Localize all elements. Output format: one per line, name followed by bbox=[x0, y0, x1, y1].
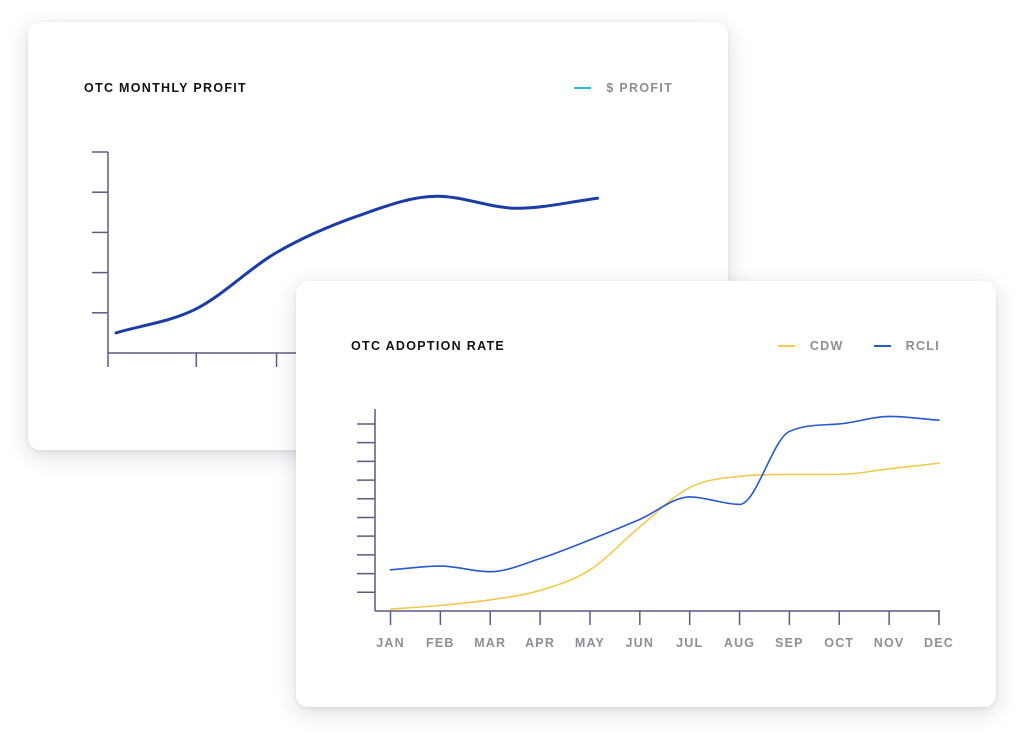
x-tick-label: MAR bbox=[474, 636, 506, 650]
x-tick-label: JUL bbox=[676, 636, 703, 650]
x-tick-label: SEP bbox=[775, 636, 804, 650]
legend-swatch-profit bbox=[574, 87, 592, 89]
series-line-rcli bbox=[389, 415, 940, 573]
legend-label-cdw: CDW bbox=[809, 339, 844, 353]
legend-label-profit: $ PROFIT bbox=[606, 81, 673, 95]
x-tick-label: JAN bbox=[376, 636, 405, 650]
chart-title: OTC ADOPTION RATE bbox=[351, 339, 506, 353]
x-tick-label: NOV bbox=[874, 636, 905, 650]
x-tick-label: AUG bbox=[724, 636, 755, 650]
x-tick-label: MAY bbox=[575, 636, 605, 650]
legend-item-rcli: RCLI bbox=[873, 339, 940, 353]
legend: CDW RCLI bbox=[777, 339, 940, 353]
legend-item-profit: $ PROFIT bbox=[574, 81, 673, 95]
x-tick-label: OCT bbox=[824, 636, 854, 650]
series-line-cdw bbox=[389, 462, 940, 610]
series-line-profit bbox=[114, 194, 600, 335]
legend-label-rcli: RCLI bbox=[905, 339, 940, 353]
legend-swatch-rcli bbox=[873, 345, 891, 347]
legend: $ PROFIT bbox=[574, 81, 673, 95]
x-tick-label: FEB bbox=[426, 636, 455, 650]
x-tick-label: APR bbox=[525, 636, 555, 650]
adoption-line-chart: JAN FEB MAR APR MAY JUN JUL AUG SEP OCT NOV DEC bbox=[357, 409, 954, 650]
x-tick-label: JUN bbox=[626, 636, 655, 650]
chart-title: OTC MONTHLY PROFIT bbox=[84, 81, 247, 95]
legend-item-cdw: CDW bbox=[777, 339, 844, 353]
x-tick-label: DEC bbox=[924, 636, 954, 650]
legend-swatch-cdw bbox=[777, 345, 795, 347]
adoption-chart-card: OTC ADOPTION RATE CDW RCLI JAN FEB MAR APR M… bbox=[296, 281, 996, 707]
